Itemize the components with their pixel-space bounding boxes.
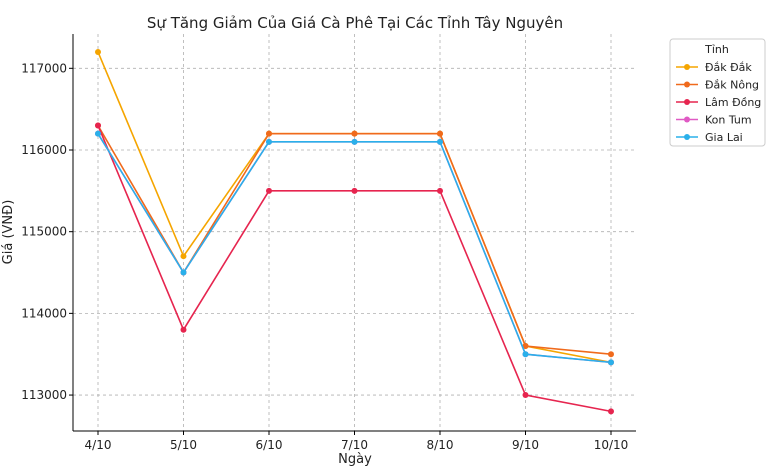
data-point (180, 326, 187, 333)
x-tick-label: 9/10 (512, 438, 539, 452)
data-point (95, 130, 101, 137)
x-tick-label: 8/10 (427, 438, 454, 452)
legend-swatch-marker (684, 81, 690, 88)
legend-title: Tỉnh (704, 43, 729, 56)
legend-swatch-marker (684, 134, 690, 140)
data-point (266, 187, 272, 194)
series-group (95, 122, 614, 415)
legend-entry-label: Đắk Nông (705, 79, 759, 92)
legend-entry-label: Lâm Đồng (705, 96, 761, 109)
data-point (180, 253, 187, 260)
data-point (266, 138, 272, 145)
data-point (437, 187, 443, 194)
ticks: 4/10 5/10 6/10 7/10 8/10 9/10 10/10 113000 11400… (21, 61, 628, 452)
series-line (97, 51, 612, 364)
data-point (608, 351, 614, 358)
x-axis-label: Ngày (338, 452, 372, 467)
legend-swatch-marker (684, 116, 690, 123)
data-point (522, 392, 529, 399)
y-tick-label: 113000 (21, 388, 67, 402)
grid (73, 34, 636, 431)
legend-entry-label: Kon Tum (705, 114, 752, 127)
y-tick-label: 115000 (21, 225, 67, 239)
x-tick-label: 4/10 (85, 438, 112, 452)
data-point (266, 130, 272, 137)
legend-swatch-marker (684, 64, 690, 70)
x-tick-label: 10/10 (594, 438, 629, 452)
x-tick-label: 5/10 (170, 438, 197, 452)
y-tick-label: 114000 (21, 306, 67, 320)
legend: Tỉnh Đắk Đắk Đắk Nông Lâm Đồng Kon Tum Gia L… (669, 38, 766, 147)
data-point (351, 138, 358, 145)
data-point (351, 130, 358, 137)
data-point (437, 130, 443, 137)
legend-items: Đắk Đắk Đắk Nông Lâm Đồng Kon Tum Gia Lai (676, 61, 761, 144)
data-point (437, 138, 443, 145)
data-point (522, 351, 529, 358)
x-tick-label: 7/10 (341, 438, 368, 452)
y-tick-label: 116000 (21, 143, 67, 157)
series (95, 48, 614, 415)
y-axis-label: Giá (VNĐ) (1, 200, 16, 265)
chart-title: Sự Tăng Giảm Của Giá Cà Phê Tại Các Tỉnh… (147, 14, 563, 32)
data-point (522, 343, 529, 350)
data-point (180, 269, 187, 276)
data-point (95, 122, 101, 129)
data-point (95, 48, 101, 55)
y-tick-label: 117000 (21, 61, 67, 75)
legend-entry-label: Đắk Đắk (705, 61, 752, 74)
data-point (608, 359, 614, 366)
data-point (351, 187, 358, 194)
legend-entry-label: Gia Lai (705, 131, 743, 144)
data-point (608, 408, 614, 415)
x-tick-label: 6/10 (256, 438, 283, 452)
legend-swatch-marker (684, 99, 690, 105)
series-group (95, 130, 614, 366)
